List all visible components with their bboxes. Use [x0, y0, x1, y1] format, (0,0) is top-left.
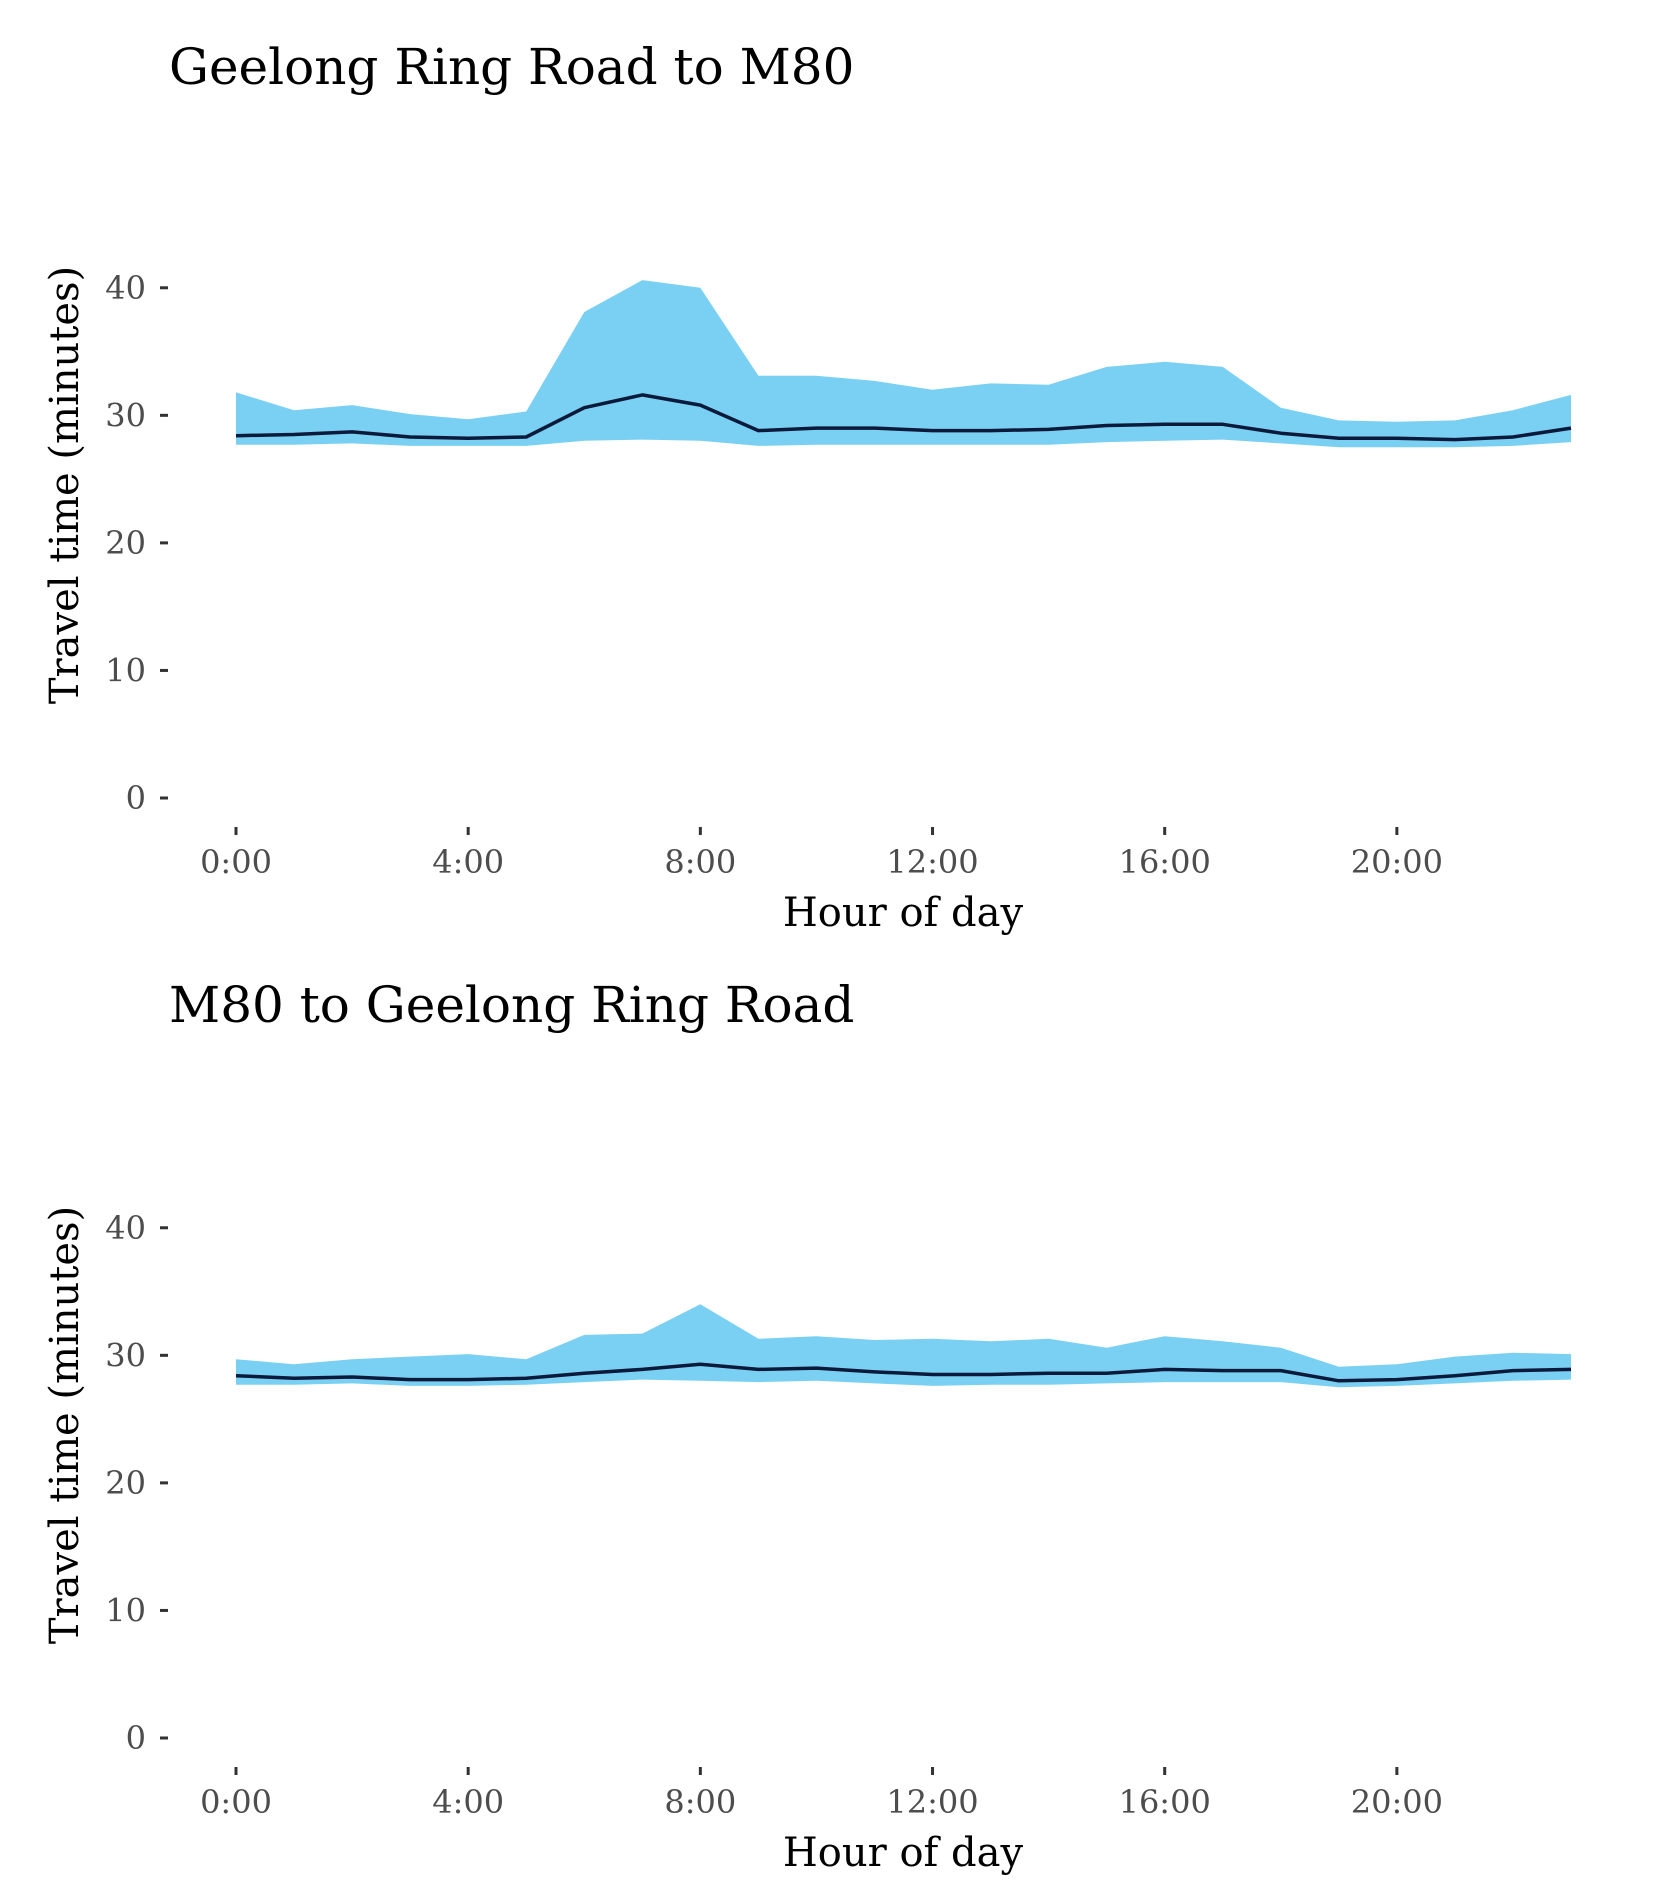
x-tick-label: 12:00: [886, 1783, 978, 1821]
y-axis: 0 10 20 30 40: [105, 1209, 168, 1757]
x-axis-title: Hour of day: [783, 1830, 1024, 1876]
y-tick-label: 40: [105, 269, 146, 307]
chart-title: Geelong Ring Road to M80: [169, 38, 854, 96]
plot-area: [235, 1304, 1572, 1388]
x-axis: 0:00 4:00 8:00 12:00 16:00 20:00: [200, 1767, 1443, 1821]
x-tick-label: 8:00: [664, 1783, 736, 1821]
range-band: [236, 280, 1571, 448]
y-tick-label: 20: [105, 1464, 146, 1502]
x-tick-label: 20:00: [1351, 843, 1443, 881]
x-tick-label: 4:00: [432, 1783, 504, 1821]
y-axis: 0 10 20 30 40: [105, 269, 168, 817]
chart-panel-top: Geelong Ring Road to M80 Travel time (mi…: [42, 38, 1572, 936]
x-tick-label: 20:00: [1351, 1783, 1443, 1821]
y-tick-label: 30: [105, 396, 146, 434]
x-tick-label: 16:00: [1119, 1783, 1211, 1821]
x-tick-label: 16:00: [1119, 843, 1211, 881]
plot-area: [235, 280, 1572, 448]
x-axis: 0:00 4:00 8:00 12:00 16:00 20:00: [200, 827, 1443, 881]
x-tick-label: 8:00: [664, 843, 736, 881]
y-axis-title: Travel time (minutes): [42, 266, 88, 704]
median-line: [235, 393, 1572, 442]
y-tick-label: 10: [105, 1591, 146, 1629]
x-tick-label: 4:00: [432, 843, 504, 881]
y-tick-label: 10: [105, 651, 146, 689]
chart-title: M80 to Geelong Ring Road: [169, 976, 854, 1034]
range-band: [236, 1304, 1571, 1388]
x-tick-label: 12:00: [886, 843, 978, 881]
x-axis-title: Hour of day: [783, 890, 1024, 936]
y-tick-label: 20: [105, 524, 146, 562]
median-line: [235, 1362, 1572, 1383]
x-tick-label: 0:00: [200, 843, 272, 881]
chart-panel-bottom: M80 to Geelong Ring Road Travel time (mi…: [42, 976, 1572, 1876]
y-axis-title: Travel time (minutes): [42, 1206, 88, 1644]
y-tick-label: 0: [126, 779, 146, 817]
y-tick-label: 40: [105, 1209, 146, 1247]
x-tick-label: 0:00: [200, 1783, 272, 1821]
y-tick-label: 30: [105, 1336, 146, 1374]
y-tick-label: 0: [126, 1719, 146, 1757]
